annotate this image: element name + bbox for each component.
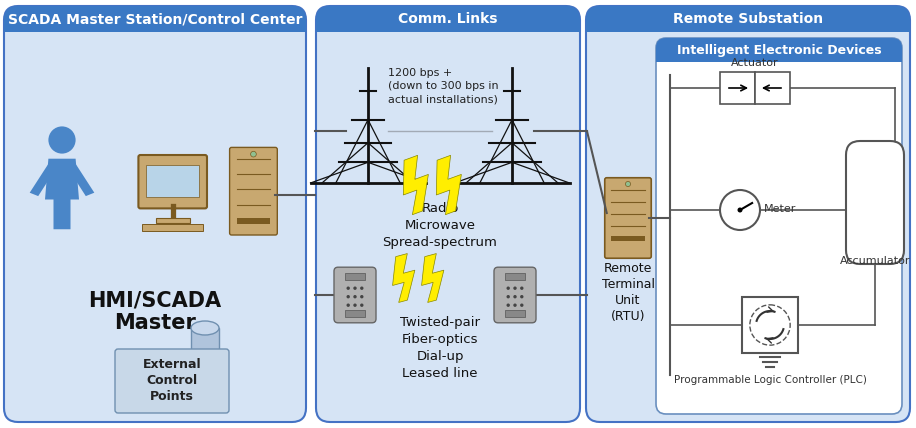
- Bar: [146, 165, 200, 197]
- Circle shape: [520, 303, 524, 307]
- Text: Comm. Links: Comm. Links: [398, 12, 497, 26]
- FancyBboxPatch shape: [4, 6, 306, 32]
- FancyBboxPatch shape: [586, 6, 910, 422]
- Circle shape: [520, 295, 524, 298]
- Bar: [656, 48, 902, 62]
- Circle shape: [360, 303, 364, 307]
- FancyBboxPatch shape: [605, 178, 651, 258]
- Circle shape: [507, 303, 510, 307]
- Bar: [505, 310, 525, 317]
- FancyBboxPatch shape: [316, 6, 580, 32]
- Text: Intelligent Electronic Devices: Intelligent Electronic Devices: [677, 44, 881, 56]
- Bar: [4, 20, 306, 32]
- Circle shape: [346, 286, 350, 290]
- Text: SCADA Master Station/Control Center: SCADA Master Station/Control Center: [7, 12, 302, 26]
- FancyBboxPatch shape: [334, 267, 376, 323]
- Text: 1200 bps +
(down to 300 bps in
actual installations): 1200 bps + (down to 300 bps in actual in…: [388, 68, 498, 104]
- Bar: [316, 20, 580, 32]
- Circle shape: [737, 208, 743, 212]
- Circle shape: [520, 286, 524, 290]
- FancyBboxPatch shape: [656, 38, 902, 414]
- Polygon shape: [403, 155, 429, 215]
- Text: Radio
Microwave
Spread-spectrum: Radio Microwave Spread-spectrum: [383, 202, 497, 249]
- Bar: [191, 328, 219, 380]
- Text: Accumulator: Accumulator: [840, 256, 911, 266]
- Circle shape: [354, 295, 356, 298]
- Circle shape: [354, 286, 356, 290]
- FancyBboxPatch shape: [494, 267, 536, 323]
- Polygon shape: [436, 155, 462, 215]
- Circle shape: [750, 305, 791, 345]
- Circle shape: [507, 286, 510, 290]
- Circle shape: [513, 303, 517, 307]
- Text: Meter: Meter: [764, 204, 796, 214]
- Circle shape: [720, 190, 760, 230]
- Bar: [237, 218, 269, 223]
- Text: Remote
Terminal
Unit
(RTU): Remote Terminal Unit (RTU): [602, 262, 655, 323]
- Text: External
Control
Points: External Control Points: [143, 359, 202, 404]
- Bar: [156, 218, 190, 223]
- FancyBboxPatch shape: [586, 6, 910, 32]
- Circle shape: [626, 181, 630, 187]
- Bar: [142, 223, 203, 231]
- FancyBboxPatch shape: [138, 155, 207, 208]
- Ellipse shape: [191, 373, 219, 387]
- Text: Programmable Logic Controller (PLC): Programmable Logic Controller (PLC): [673, 375, 867, 385]
- Text: Remote Substation: Remote Substation: [673, 12, 823, 26]
- Circle shape: [49, 126, 76, 154]
- Bar: [742, 297, 798, 353]
- Polygon shape: [45, 159, 79, 229]
- Bar: [344, 273, 365, 280]
- Text: Actuator: Actuator: [731, 58, 779, 68]
- Polygon shape: [393, 253, 415, 303]
- Circle shape: [346, 303, 350, 307]
- Polygon shape: [29, 164, 53, 196]
- Circle shape: [513, 286, 517, 290]
- FancyBboxPatch shape: [656, 38, 902, 62]
- Polygon shape: [421, 253, 444, 303]
- Circle shape: [507, 295, 510, 298]
- FancyBboxPatch shape: [115, 349, 229, 413]
- Bar: [720, 72, 755, 104]
- Circle shape: [360, 295, 364, 298]
- Circle shape: [513, 295, 517, 298]
- Polygon shape: [71, 164, 94, 196]
- FancyBboxPatch shape: [4, 6, 306, 422]
- Text: HMI/SCADA
Master: HMI/SCADA Master: [89, 290, 222, 333]
- Bar: [586, 20, 910, 32]
- Circle shape: [360, 286, 364, 290]
- Bar: [611, 236, 645, 241]
- Circle shape: [251, 152, 256, 157]
- FancyBboxPatch shape: [230, 147, 278, 235]
- Text: Twisted-pair
Fiber-optics
Dial-up
Leased line: Twisted-pair Fiber-optics Dial-up Leased…: [400, 316, 480, 380]
- Bar: [755, 72, 790, 104]
- FancyBboxPatch shape: [316, 6, 580, 422]
- Circle shape: [346, 295, 350, 298]
- Ellipse shape: [191, 321, 219, 335]
- Bar: [344, 310, 365, 317]
- FancyBboxPatch shape: [846, 141, 904, 264]
- Bar: [505, 273, 525, 280]
- Circle shape: [354, 303, 356, 307]
